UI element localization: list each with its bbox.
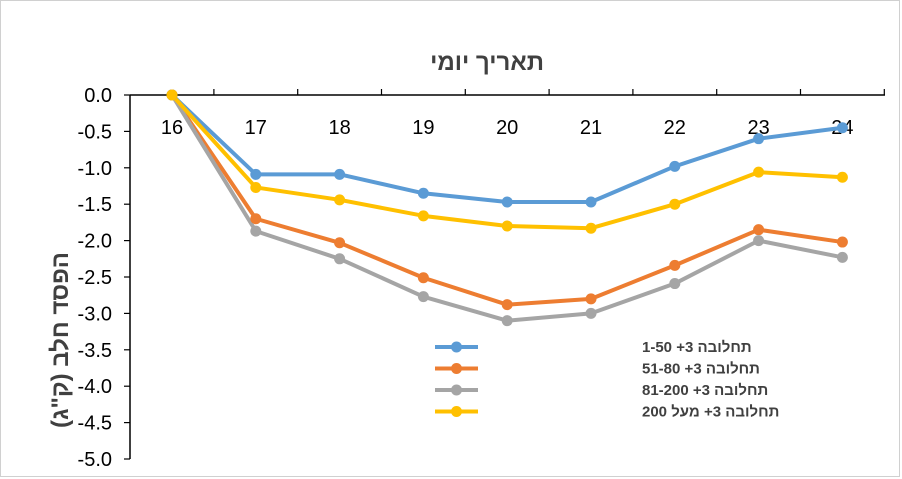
y-tick-label: -5.0 [78, 449, 112, 471]
y-tick-label: -1.5 [78, 194, 112, 216]
y-tick-label: -4.5 [78, 413, 112, 435]
x-tick-label: 23 [747, 117, 769, 139]
data-point [250, 213, 262, 225]
legend-label: תחלובה 3+ מעל 200 [642, 404, 779, 421]
data-point [501, 220, 513, 232]
data-point [836, 236, 848, 248]
data-point [417, 187, 429, 199]
data-point [585, 307, 597, 319]
legend-swatch-marker [451, 363, 462, 374]
data-point [753, 133, 765, 145]
data-point [836, 251, 848, 263]
legend-swatch-marker [451, 341, 462, 353]
legend: תחלובה 3+ 1-50 תחלובה 3+ 51-80 תחלובה 3+ 8… [435, 339, 779, 421]
data-point [166, 89, 178, 101]
data-point [585, 196, 597, 208]
x-tick-label: 19 [412, 117, 434, 139]
data-point [417, 272, 429, 284]
legend-label: תחלובה 3+ 1-50 [642, 339, 752, 356]
legend-label: תחלובה 3+ 51-80 [642, 361, 760, 378]
data-point [334, 194, 346, 206]
y-tick-label: -1.0 [78, 158, 112, 180]
y-tick-label: -3.5 [78, 340, 112, 362]
y-tick-label: -0.5 [78, 121, 112, 143]
data-point [250, 168, 262, 180]
data-point [250, 181, 262, 193]
data-point [753, 224, 765, 236]
series-line [170, 93, 845, 231]
legend-label: תחלובה 3+ 81-200 [642, 382, 768, 399]
data-point [669, 198, 681, 210]
data-point [585, 293, 597, 305]
data-point [334, 253, 346, 265]
y-tick-label: -2.5 [78, 267, 112, 289]
data-point [501, 196, 513, 208]
x-tick-label: 16 [161, 117, 183, 139]
x-tick-label: 22 [664, 117, 686, 139]
x-tick-label: 20 [496, 117, 518, 139]
data-point [836, 171, 848, 183]
data-point [669, 259, 681, 271]
data-point [417, 210, 429, 222]
chart-title: תאריך יומי [430, 49, 544, 76]
y-axis-label: הפסד חלב (ק"ג) [47, 252, 74, 428]
x-tick-label: 21 [580, 117, 602, 139]
y-tick-label: -2.0 [78, 231, 112, 253]
axes: 0.0 -0.5 -1.0 -1.5 -2.0 -2.5 -3.0 -3.5 -4.0 -4.5 -… [78, 85, 885, 471]
data-point [585, 222, 597, 234]
data-point [334, 168, 346, 180]
data-point [669, 278, 681, 290]
series-line [170, 93, 845, 205]
legend-swatch-marker [451, 384, 462, 396]
legend-swatch-marker [451, 406, 462, 417]
y-tick-label: 0.0 [84, 85, 112, 107]
x-tick-label: 18 [328, 117, 350, 139]
data-point [417, 291, 429, 303]
data-point [334, 237, 346, 249]
data-point [501, 299, 513, 311]
data-point [669, 160, 681, 172]
y-tick-label: -3.0 [78, 303, 112, 325]
x-tick-label: 17 [245, 117, 267, 139]
data-point [250, 225, 262, 237]
data-point [501, 315, 513, 327]
y-tick-label: -4.0 [78, 376, 112, 398]
series-layer [166, 89, 848, 327]
data-point [753, 166, 765, 178]
data-point [753, 235, 765, 247]
data-point [836, 122, 848, 134]
